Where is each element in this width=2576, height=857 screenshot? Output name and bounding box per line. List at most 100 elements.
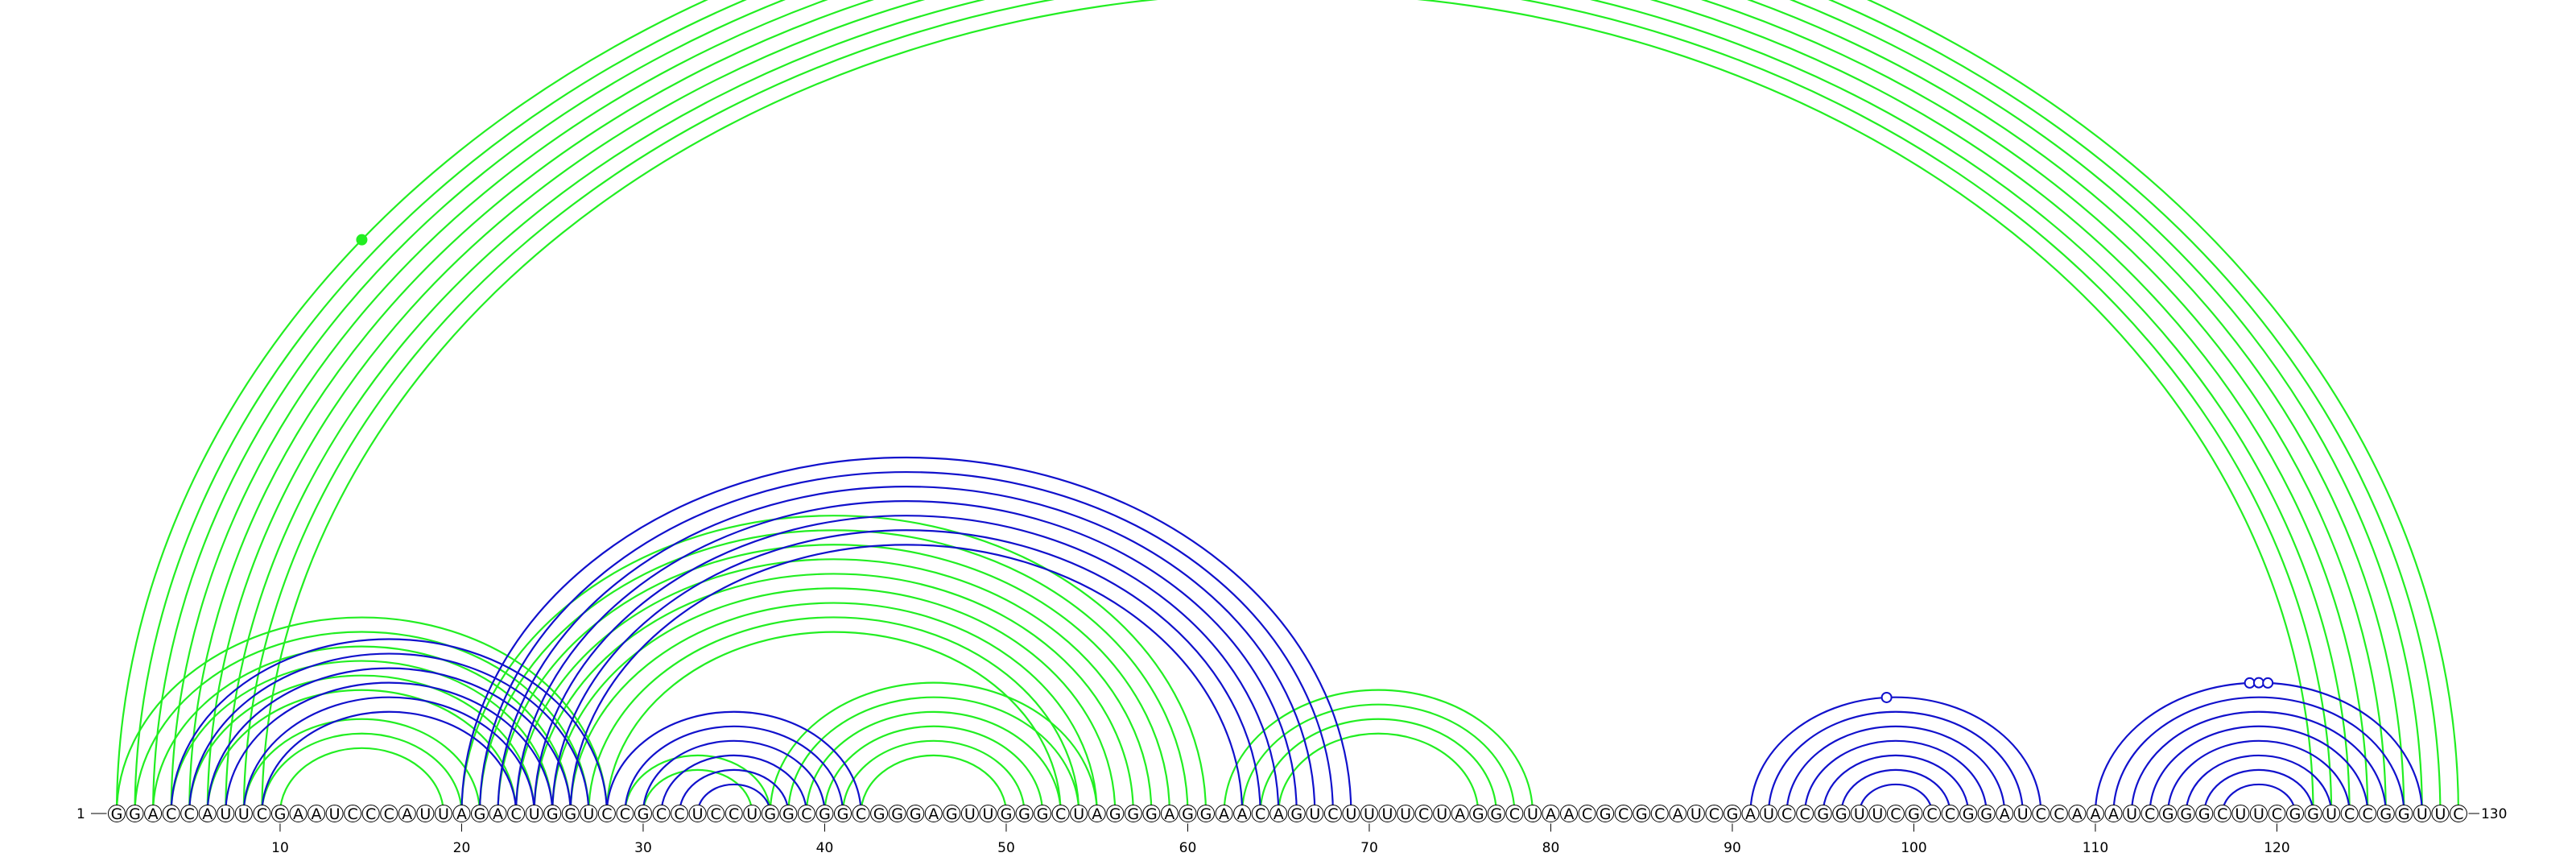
nucleotide-circle (2449, 805, 2467, 822)
nucleotide-circle (1614, 805, 1633, 822)
nucleotide: A (1160, 805, 1179, 823)
nucleotide-circle (543, 805, 562, 822)
blue-base-pair-arc (170, 638, 608, 814)
nucleotide-circle (1088, 805, 1106, 822)
nucleotide: A (924, 805, 943, 823)
nucleotide-letter: U (1527, 805, 1538, 823)
nucleotide: C (597, 805, 616, 823)
blue-base-pair-arc (569, 544, 1244, 814)
axis-layer: 1 130 10 20 30 40 50 60 70 80 90 100 110 120 (76, 806, 2507, 856)
nucleotide-letter: A (2108, 805, 2119, 823)
nucleotide-circle (1777, 805, 1796, 822)
nucleotide-circle (1251, 805, 1269, 822)
nucleotide-letter: G (1001, 805, 1013, 823)
nucleotide-letter: C (856, 805, 866, 823)
nucleotide-letter: A (928, 805, 939, 823)
nucleotide-letter: A (1745, 805, 1756, 823)
green-base-pair-arc (244, 0, 2331, 814)
nucleotide: C (2449, 805, 2467, 823)
nucleotide: C (507, 805, 526, 823)
nucleotide-circle (180, 805, 199, 822)
nucleotide-circle (325, 805, 344, 822)
markers-layer (356, 234, 2274, 703)
nucleotide-letter: C (711, 805, 721, 823)
green-base-pair-arc (624, 754, 771, 814)
nucleotide: G (1977, 805, 1996, 823)
nucleotide-circle (2213, 805, 2231, 822)
axis-tick-label: 100 (1901, 840, 1926, 856)
nucleotide-letter: A (456, 805, 467, 823)
nucleotide-letter: A (1092, 805, 1102, 823)
green-base-pair-arc (588, 616, 1080, 814)
nucleotide-circle (688, 805, 707, 822)
nucleotide: C (671, 805, 689, 823)
nucleotide-circle (1633, 805, 1651, 822)
nucleotide-circle (1378, 805, 1397, 822)
nucleotide: C (253, 805, 271, 823)
nucleotide-letter: U (1872, 805, 1883, 823)
blue-arc-marker (2262, 677, 2274, 689)
nucleotide-letter: C (166, 805, 176, 823)
nucleotide-letter: G (1472, 805, 1484, 823)
nucleotide: C (162, 805, 180, 823)
nucleotide-letter: C (365, 805, 376, 823)
nucleotide: G (761, 805, 779, 823)
nucleotide-circle (108, 805, 126, 822)
nucleotide: A (489, 805, 507, 823)
nucleotide-circle (1596, 805, 1615, 822)
nucleotide-letter: G (1109, 805, 1121, 823)
nucleotide: C (2140, 805, 2159, 823)
nucleotide-letter: C (348, 805, 358, 823)
nucleotide: G (815, 805, 834, 823)
nucleotide-circle (815, 805, 834, 822)
nucleotide: G (1015, 805, 1034, 823)
nucleotide-letter: A (293, 805, 303, 823)
green-base-pair-arc (860, 754, 1008, 814)
nucleotide-circle (1487, 805, 1505, 822)
nucleotide-letter: A (1237, 805, 1248, 823)
nucleotide: G (1959, 805, 1978, 823)
nucleotide: C (1051, 805, 1070, 823)
nucleotide: A (2086, 805, 2104, 823)
nucleotide-letter: U (238, 805, 250, 823)
nucleotide-letter: C (1945, 805, 1955, 823)
nucleotide-letter: U (1690, 805, 1702, 823)
nucleotide-letter: A (1564, 805, 1575, 823)
nucleotide-letter: G (1290, 805, 1302, 823)
nucleotide-letter: C (729, 805, 739, 823)
nucleotide: A (1088, 805, 1106, 823)
nucleotide-letter: G (1127, 805, 1139, 823)
nucleotide: G (834, 805, 852, 823)
blue-arc-marker (2244, 677, 2256, 689)
nucleotide-circle (597, 805, 616, 822)
nucleotide-letter: C (184, 805, 195, 823)
nucleotide-circle (2195, 805, 2214, 822)
green-base-pair-arc (478, 529, 1189, 814)
nucleotide: A (2104, 805, 2123, 823)
green-base-pair-arc (261, 0, 2314, 814)
green-base-pair-arc (1278, 732, 1480, 814)
nucleotide-circle (852, 805, 870, 822)
nucleotide-circle (1523, 805, 1542, 822)
nucleotide-circle (289, 805, 308, 822)
nucleotide: G (634, 805, 652, 823)
nucleotide-letter: G (1963, 805, 1975, 823)
nucleotide-letter: U (1400, 805, 1411, 823)
axis-tick-label: 120 (2264, 840, 2289, 856)
nucleotide-circle (2086, 805, 2104, 822)
nucleotide: C (380, 805, 398, 823)
green-base-pair-arc (569, 602, 1098, 814)
nucleotide-letter: U (2017, 805, 2029, 823)
nucleotide-circle (2304, 805, 2322, 822)
nucleotide-letter: C (257, 805, 267, 823)
green-base-pair-arc (206, 0, 2369, 814)
nucleotide-circle (126, 805, 144, 822)
green-base-pair-arc (279, 747, 444, 814)
nucleotide-letter: U (982, 805, 993, 823)
nucleotide-circle (724, 805, 743, 822)
nucleotide-circle (580, 805, 598, 822)
nucleotide-letter: G (638, 805, 650, 823)
nucleotide-letter: U (1382, 805, 1393, 823)
nucleotide: U (1070, 805, 1088, 823)
nucleotide-circle (144, 805, 163, 822)
